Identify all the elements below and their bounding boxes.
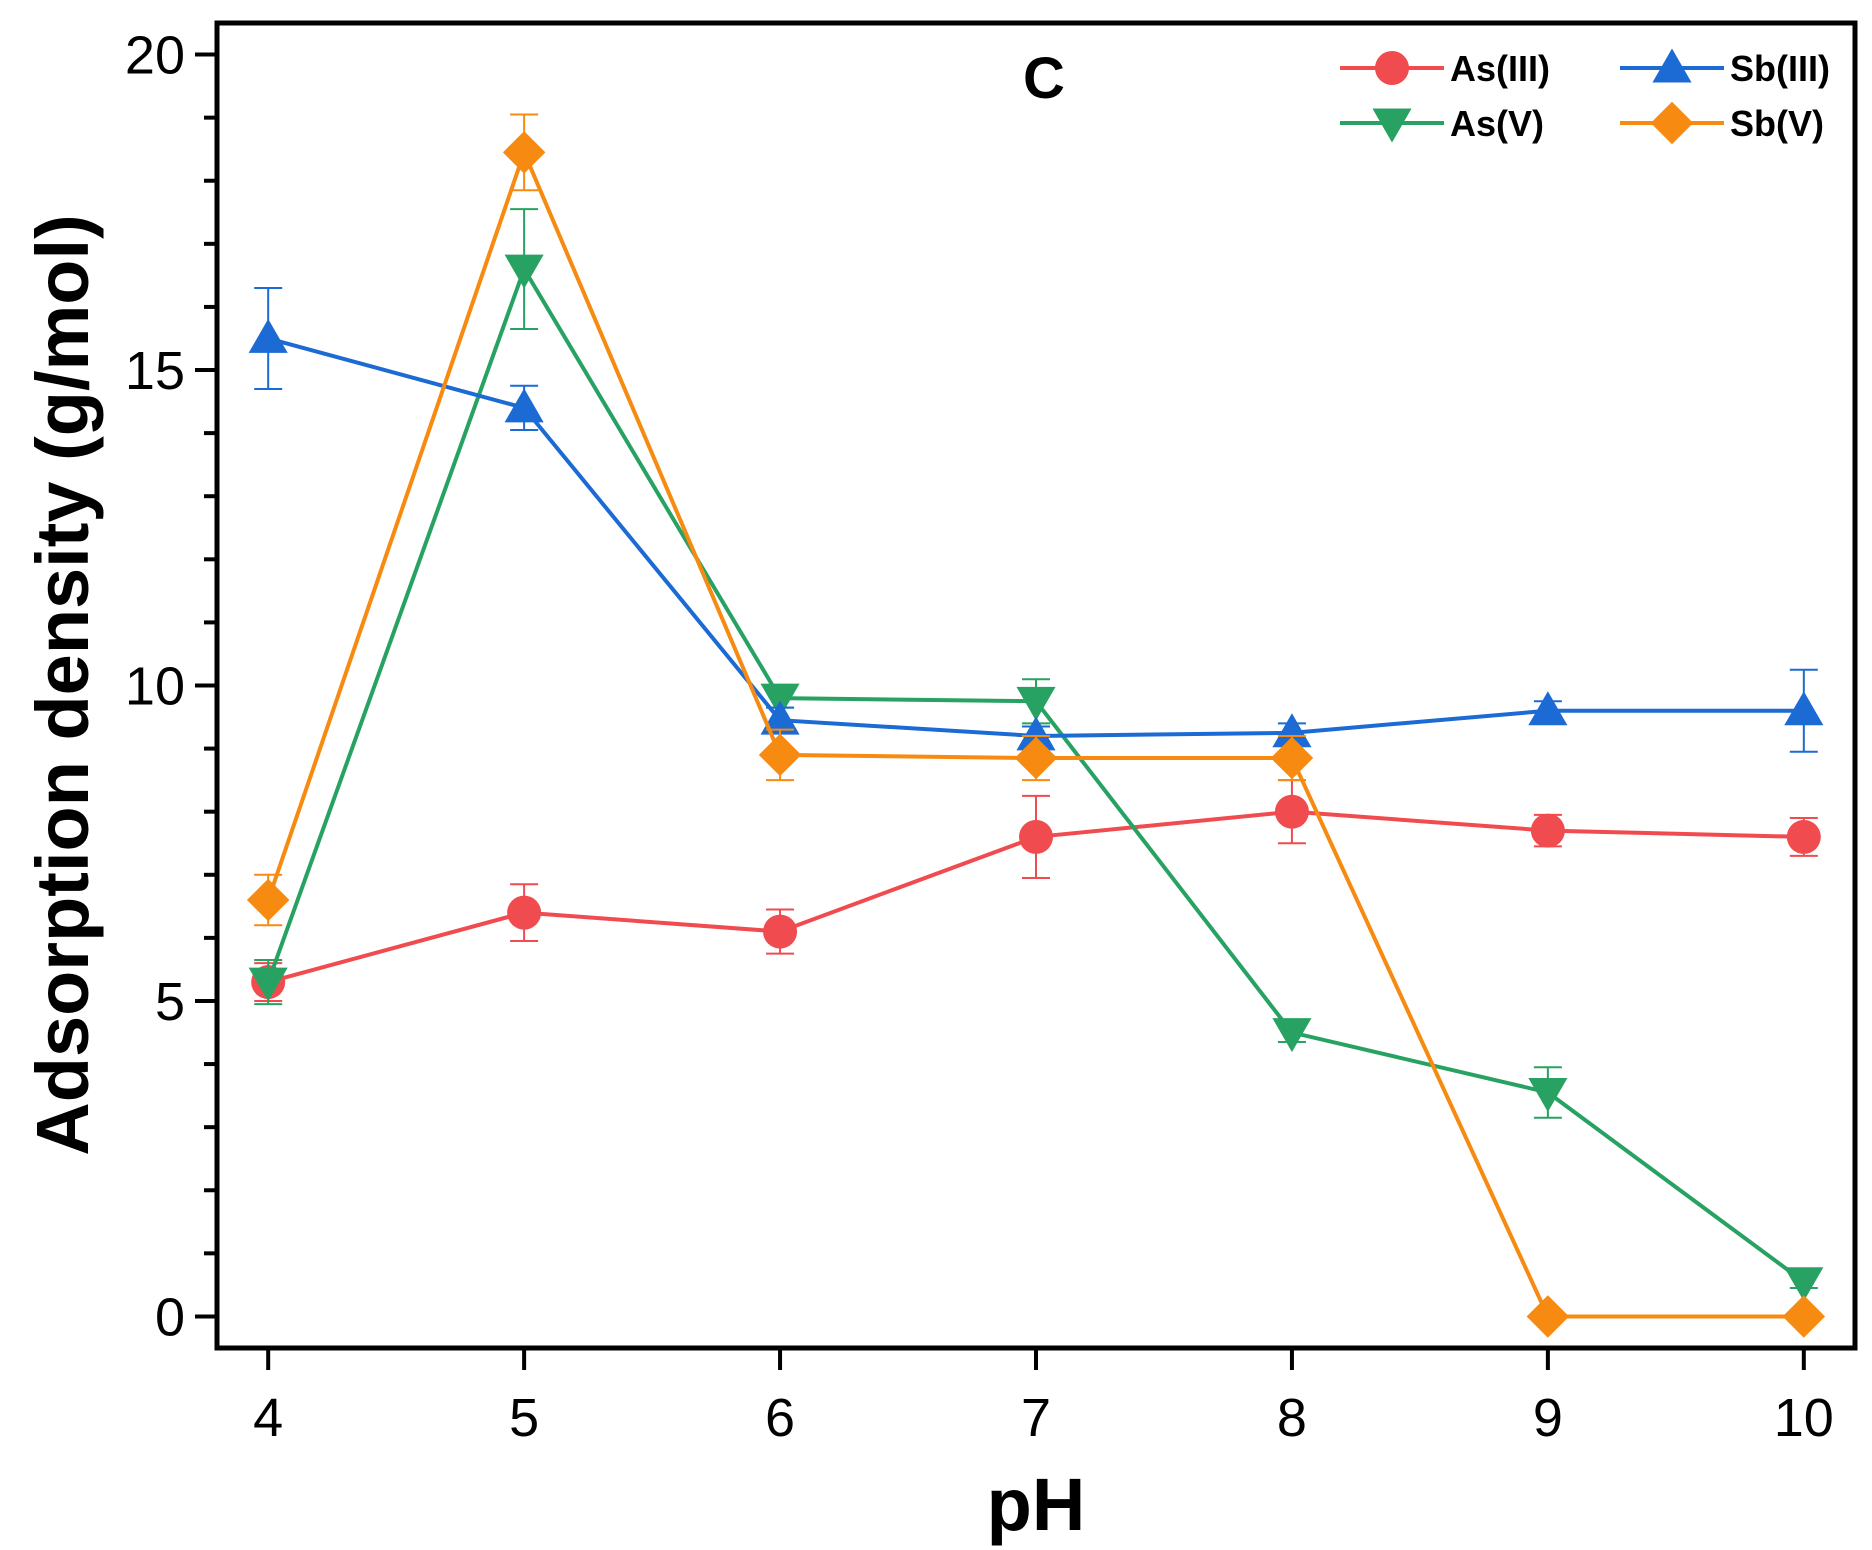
legend-item-as-iii: As(III) <box>1340 48 1550 89</box>
data-point-as-iii <box>763 914 798 949</box>
legend-item-as-v: As(V) <box>1340 103 1544 144</box>
legend-label: As(III) <box>1450 48 1550 89</box>
x-tick-label: 10 <box>1774 1388 1834 1448</box>
series-sb-v <box>246 113 1826 1338</box>
data-point-sb-v <box>1526 1295 1570 1338</box>
data-point-sb-v <box>246 878 290 922</box>
x-tick-label: 4 <box>253 1388 283 1448</box>
data-point-as-v <box>1016 686 1056 721</box>
data-point-as-iii <box>1530 813 1565 848</box>
data-point-as-v <box>1528 1078 1568 1113</box>
x-tick-label: 6 <box>765 1388 795 1448</box>
data-point-sb-iii <box>1272 713 1312 748</box>
data-point-sb-iii <box>1528 691 1568 726</box>
y-tick-label: 5 <box>155 972 185 1032</box>
y-tick-label: 10 <box>125 657 185 717</box>
data-point-as-iii <box>507 895 542 930</box>
legend-marker <box>1652 48 1692 83</box>
data-point-as-iii <box>1274 794 1309 829</box>
legend-item-sb-iii: Sb(III) <box>1620 48 1830 89</box>
x-axis: 4 5 6 7 8 9 10 <box>253 1348 1834 1448</box>
series-line-sb-iii <box>267 336 1804 738</box>
x-tick-label: 7 <box>1021 1388 1051 1448</box>
data-point-as-v <box>504 254 544 289</box>
data-point-sb-iii <box>1016 716 1056 751</box>
y-axis-title: Adsorption density (g/mol) <box>21 214 104 1155</box>
x-tick-label: 5 <box>509 1388 539 1448</box>
data-point-as-v <box>1784 1267 1824 1302</box>
legend-item-sb-v: Sb(V) <box>1620 101 1824 145</box>
y-tick-label: 15 <box>125 341 185 401</box>
data-point-sb-v <box>758 733 802 777</box>
legend-label: As(V) <box>1450 103 1544 144</box>
data-point-sb-v <box>502 131 546 174</box>
x-axis-title: pH <box>987 1463 1086 1546</box>
data-point-sb-v <box>1014 736 1058 780</box>
series-layer <box>246 113 1826 1338</box>
y-tick-label: 0 <box>155 1287 185 1347</box>
data-point-sb-v <box>1782 1295 1826 1338</box>
data-point-sb-v <box>1270 736 1314 780</box>
data-point-sb-iii <box>248 318 288 353</box>
y-axis: 0 5 10 15 20 <box>125 26 217 1347</box>
x-tick-label: 9 <box>1533 1388 1563 1448</box>
legend-label: Sb(III) <box>1730 48 1830 89</box>
panel-label: C <box>1023 46 1065 111</box>
legend-marker <box>1650 101 1694 145</box>
data-point-as-iii <box>1019 819 1053 854</box>
series-as-iii <box>251 779 1821 1002</box>
data-point-sb-iii <box>1784 691 1824 726</box>
data-point-as-iii <box>1786 819 1821 854</box>
legend: As(III) As(V) Sb(III) Sb(V) <box>1340 48 1830 145</box>
data-point-as-v <box>248 967 288 1002</box>
y-tick-label: 20 <box>125 26 185 86</box>
data-point-sb-iii <box>504 388 544 423</box>
x-tick-label: 8 <box>1277 1388 1307 1448</box>
legend-label: Sb(V) <box>1730 103 1824 144</box>
data-point-sb-iii <box>760 700 800 735</box>
legend-marker <box>1372 108 1412 143</box>
legend-marker <box>1375 51 1409 85</box>
data-point-as-v <box>1272 1018 1312 1053</box>
